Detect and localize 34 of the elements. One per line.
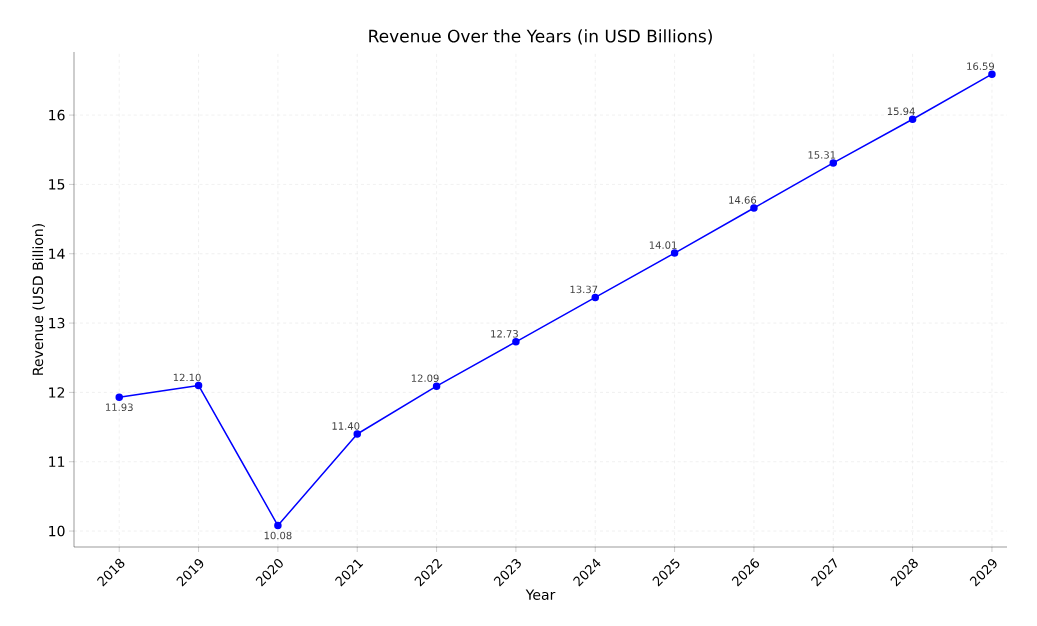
y-axis-title: Revenue (USD Billion): [32, 224, 45, 375]
data-label: 11.93: [106, 403, 133, 412]
data-label: 12.73: [491, 330, 518, 338]
data-label: 12.09: [411, 374, 439, 382]
point: [670, 249, 679, 257]
data-label: 15.94: [887, 107, 915, 116]
y-tick-label: 16: [49, 109, 65, 121]
point: [353, 430, 361, 438]
point: [512, 338, 520, 346]
point: [908, 115, 917, 123]
point: [591, 293, 599, 302]
data-label: 10.08: [264, 531, 292, 540]
x-axis-title: Year: [525, 589, 556, 600]
point: [988, 70, 996, 78]
data-label: 14.66: [729, 196, 757, 204]
y-tick-label: 15: [49, 179, 65, 190]
y-tick-label: 10: [49, 525, 65, 537]
y-tick-label: 11: [49, 456, 65, 467]
data-label: 14.01: [649, 241, 677, 249]
point: [432, 382, 441, 390]
data-label: 15.31: [808, 151, 836, 159]
point: [115, 393, 123, 401]
point: [194, 381, 203, 390]
point: [829, 159, 838, 167]
point: [750, 204, 758, 212]
y-tick-label: 13: [49, 317, 65, 329]
chart-title: Revenue Over the Years (in USD Billions): [369, 29, 712, 45]
data-label: 16.59: [967, 62, 995, 70]
y-tick-label: 12: [49, 387, 65, 398]
data-label: 12.10: [173, 373, 201, 382]
data-label: 11.40: [332, 422, 360, 430]
y-tick-label: 14: [49, 248, 65, 259]
data-label: 13.37: [570, 285, 598, 294]
point: [274, 521, 282, 530]
